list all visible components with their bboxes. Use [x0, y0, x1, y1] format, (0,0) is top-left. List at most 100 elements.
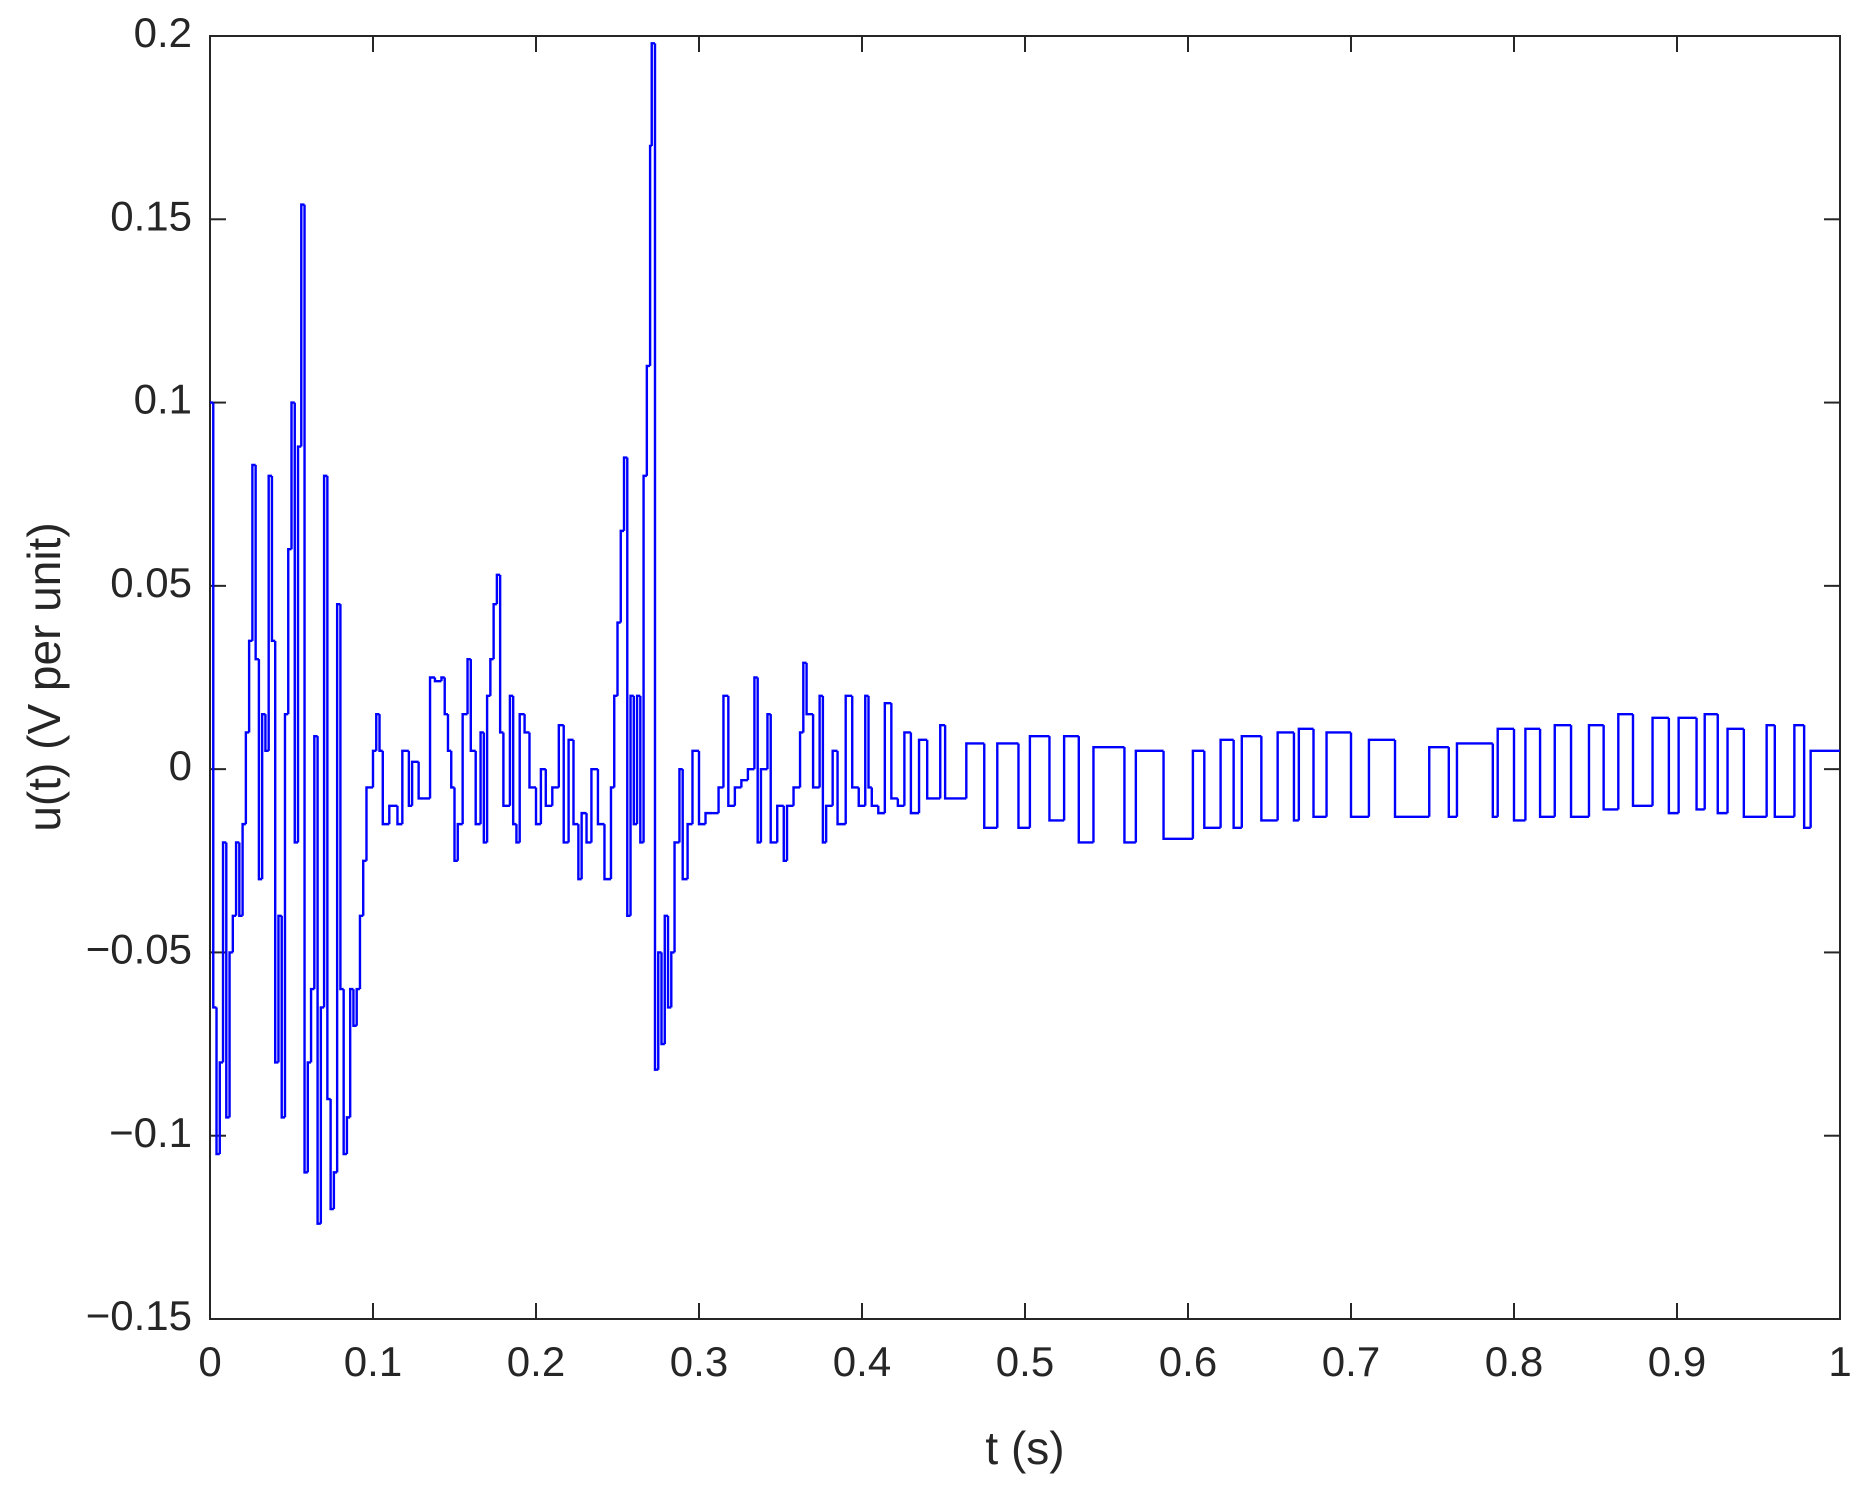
step-segment	[396, 805, 403, 826]
step-segment	[417, 761, 431, 800]
step-segment	[609, 786, 615, 880]
x-tick-label: 0.2	[507, 1338, 565, 1385]
step-segment	[691, 749, 699, 825]
y-tick-label: 0.15	[110, 192, 192, 239]
plot-frame	[209, 35, 1841, 1320]
step-segment	[1455, 742, 1493, 817]
step-segment	[562, 725, 569, 844]
step-segment	[1276, 731, 1294, 821]
x-tick-label: 0.1	[344, 1338, 402, 1385]
step-segment	[1703, 712, 1718, 810]
step-segment	[890, 703, 898, 800]
y-tick-label: 0.2	[134, 9, 192, 56]
step-segment	[358, 914, 364, 990]
step-segment	[733, 786, 742, 806]
step-segment	[831, 749, 838, 806]
step-segment	[218, 1061, 224, 1155]
step-segment	[572, 739, 579, 826]
step-segment	[306, 1061, 312, 1173]
step-segment	[613, 694, 618, 788]
step-segment	[528, 732, 536, 789]
step-segment	[805, 662, 814, 716]
step-segment	[1203, 750, 1221, 829]
step-segment	[388, 804, 398, 825]
step-segment	[681, 769, 688, 881]
step-segment	[485, 694, 491, 843]
step-segment	[1162, 750, 1193, 840]
step-segment	[283, 712, 289, 1118]
step-segment	[740, 778, 748, 788]
step-segment	[296, 445, 302, 843]
step-segment	[362, 859, 367, 916]
step-segment	[727, 695, 735, 807]
step-segment	[1191, 749, 1205, 839]
step-segment	[339, 604, 344, 991]
step-segment	[697, 750, 706, 826]
step-segment	[241, 822, 246, 916]
step-segment	[648, 144, 652, 366]
step-segment	[1716, 714, 1728, 815]
step-segment	[1602, 725, 1619, 811]
x-axis-label: t (s)	[985, 1422, 1064, 1474]
step-segment	[877, 805, 885, 815]
step-segment	[270, 475, 276, 643]
step-segment	[534, 787, 541, 826]
step-segment	[983, 743, 998, 829]
step-segment	[1512, 728, 1526, 822]
step-segment	[492, 602, 497, 660]
step-segment	[1134, 749, 1164, 843]
step-segment	[1742, 728, 1767, 818]
step-segment	[410, 760, 419, 806]
step-segment	[1297, 727, 1314, 821]
step-segment	[746, 767, 755, 781]
step-segment	[1538, 728, 1555, 818]
step-segment	[1232, 739, 1242, 829]
step-segment	[1062, 734, 1079, 821]
step-segment	[939, 723, 946, 799]
step-segment	[1048, 736, 1065, 822]
step-segment	[244, 731, 250, 825]
step-segment	[673, 841, 680, 953]
step-segment	[303, 204, 308, 1174]
step-segment	[1802, 725, 1811, 829]
step-segment	[212, 402, 217, 1009]
step-segment	[1695, 717, 1705, 811]
step-segment	[1367, 738, 1396, 817]
step-segment	[326, 475, 331, 1101]
x-tick-label: 0.9	[1648, 1338, 1706, 1385]
step-segment	[943, 725, 967, 800]
y-tick-label: −0.05	[86, 926, 192, 973]
x-tick-label: 0.8	[1485, 1338, 1543, 1385]
step-segment	[704, 811, 713, 825]
step-segment	[1092, 745, 1125, 843]
step-segment	[844, 694, 853, 825]
step-segment	[381, 750, 390, 826]
step-segment	[769, 714, 778, 844]
step-segment	[518, 712, 525, 843]
step-segment	[469, 659, 476, 753]
y-tick-label: 0.1	[134, 376, 192, 423]
step-segment	[309, 987, 315, 1063]
step-segment	[539, 767, 546, 825]
step-segment	[851, 695, 859, 789]
step-segment	[474, 750, 481, 826]
y-tick-label: 0	[169, 742, 192, 789]
step-segment	[903, 731, 911, 806]
step-segment	[642, 474, 647, 843]
step-segment	[371, 749, 377, 788]
step-segment	[1447, 747, 1457, 818]
step-segment	[1428, 745, 1449, 817]
step-segment	[776, 804, 784, 843]
step-segment	[603, 824, 611, 881]
x-tick-label: 1	[1828, 1338, 1851, 1385]
step-segment	[1017, 743, 1030, 829]
step-segment	[287, 548, 292, 715]
step-segment	[836, 750, 846, 826]
step-segment	[557, 723, 564, 788]
step-segment	[926, 739, 941, 800]
y-axis-label: u(t) (V per unit)	[18, 522, 70, 831]
step-segment	[996, 742, 1019, 828]
step-segment	[1240, 734, 1262, 828]
step-segment	[653, 43, 659, 1071]
